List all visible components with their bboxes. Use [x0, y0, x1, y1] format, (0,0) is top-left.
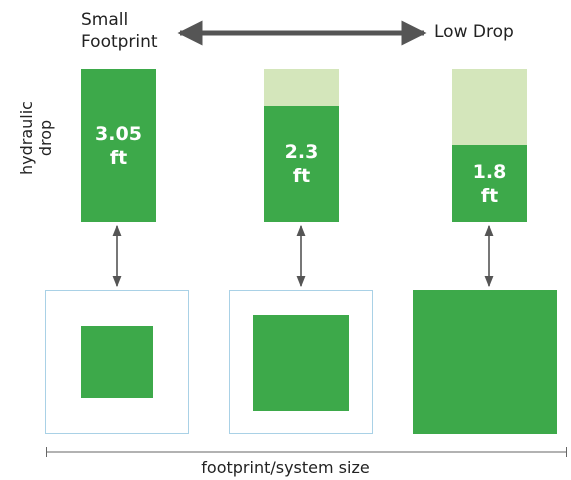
small-footprint-label: Small Footprint: [81, 9, 158, 53]
low-drop-label: Low Drop: [434, 22, 514, 42]
drop-unit-3: ft: [480, 184, 499, 207]
small-label-line1: Small: [81, 10, 129, 30]
drop-unit-2: ft: [292, 165, 311, 187]
drop-bar-3: 1.8 ft: [452, 145, 527, 222]
drop-value-2: 2.3: [284, 141, 319, 163]
small-label-line2: Footprint: [81, 32, 158, 52]
footprint-square-1: [81, 326, 153, 398]
x-axis-label: footprint/system size: [201, 458, 370, 477]
footprint-frame-1: [45, 290, 189, 434]
footprint-square-3: [413, 290, 557, 434]
footprint-square-2: [253, 315, 349, 411]
drop-value-3: 1.8: [472, 160, 507, 183]
drop-value-1: 3.05: [95, 122, 142, 145]
footprint-frame-2: [229, 290, 373, 434]
drop-unit-1: ft: [109, 146, 128, 169]
drop-bar-1: 3.05 ft: [81, 69, 156, 222]
drop-bar-2: 2.3 ft: [264, 106, 339, 222]
